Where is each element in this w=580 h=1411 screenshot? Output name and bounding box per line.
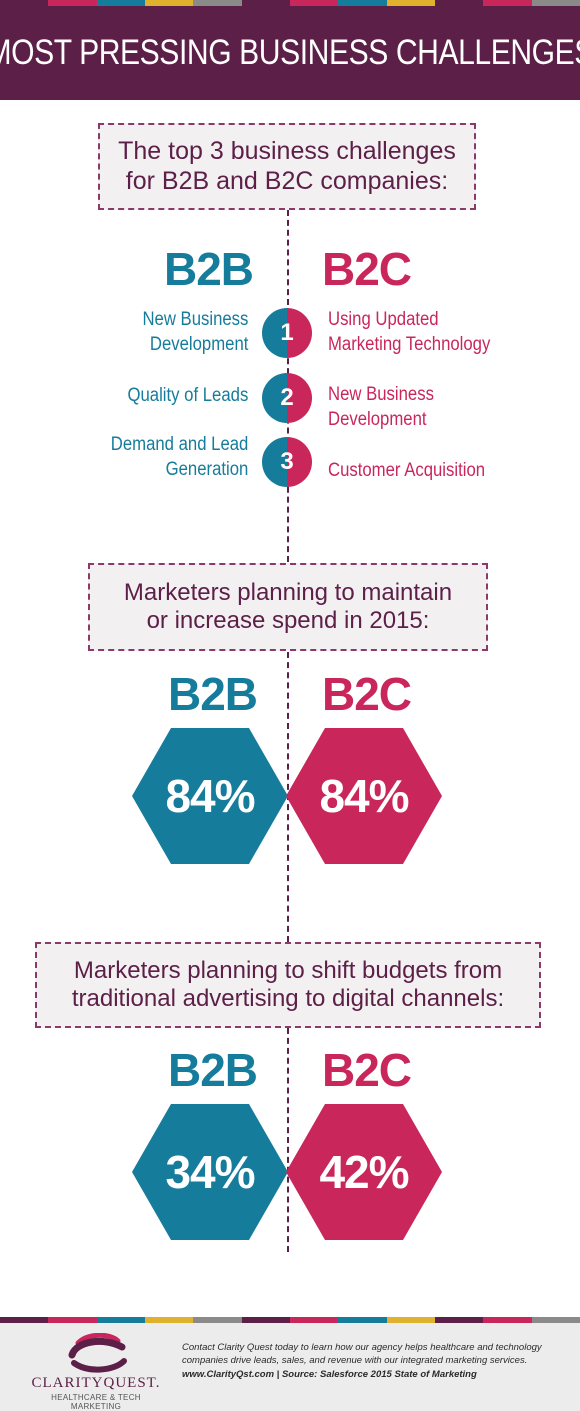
b2b-label: B2B <box>168 668 258 720</box>
b2c-label: B2C <box>322 243 412 295</box>
stripe-segment <box>0 1317 49 1323</box>
challenge-text: Customer Acquisition <box>328 460 486 481</box>
question-line: The top 3 business challenges <box>118 137 456 165</box>
challenge-text: Development <box>149 334 248 356</box>
clarity-quest-logo[interactable]: CLARITYQUEST. HEALTHCARE & TECH MARKETIN… <box>26 1332 166 1411</box>
challenge-text: Development <box>328 409 427 431</box>
stripe-segment <box>289 1317 339 1323</box>
rank-badge-2: 2 <box>262 373 312 423</box>
b2b-challenge-1: New Business Development <box>128 307 248 357</box>
rank-badge-1: 1 <box>262 308 312 358</box>
footer-source-link[interactable]: www.ClarityQst.com | Source: Salesforce … <box>182 1368 477 1380</box>
b2c-spend-value: 84% <box>319 770 409 822</box>
question-line: Marketers planning to maintain <box>123 578 453 606</box>
header-banner: MOST PRESSING BUSINESS CHALLENGES <box>0 6 580 100</box>
stripe-segment <box>338 0 387 6</box>
b2c-challenge-2: New Business Development <box>328 382 448 432</box>
stripe-segment <box>338 1317 387 1323</box>
stripe-segment <box>386 1317 435 1323</box>
stripe-segment <box>48 0 97 6</box>
b2c-shift-hexagon: 42% <box>286 1104 442 1240</box>
spend-question-box: Marketers planning to maintain or increa… <box>88 563 488 651</box>
footer-contact-text: Contact Clarity Quest today to learn how… <box>182 1341 552 1381</box>
footer-line: Contact Clarity Quest today to learn how… <box>182 1342 542 1353</box>
stripe-segment <box>144 1317 194 1323</box>
shift-budget-question-box: Marketers planning to shift budgets from… <box>35 942 541 1028</box>
b2b-shift-value: 34% <box>165 1146 255 1198</box>
logo-swirl-icon <box>68 1332 127 1373</box>
question-line: Marketers planning to shift budgets from <box>73 956 503 984</box>
stripe-segment <box>483 0 532 6</box>
stripe-segment <box>531 1317 580 1323</box>
b2c-spend-hexagon: 84% <box>286 728 442 864</box>
b2b-shift-hexagon: 34% <box>132 1104 288 1240</box>
stripe-segment <box>144 0 194 6</box>
challenges-question-box: The top 3 business challenges for B2B an… <box>98 123 476 210</box>
stripe-segment <box>96 0 145 6</box>
stripe-segment <box>241 0 290 6</box>
page-title: MOST PRESSING BUSINESS CHALLENGES <box>0 33 580 72</box>
stripe-segment <box>0 0 49 6</box>
stripe-segment <box>483 1317 532 1323</box>
b2b-challenge-2: Quality of Leads <box>111 383 248 408</box>
stripe-segment <box>241 1317 290 1323</box>
footer-line: companies drive leads, sales, and revenu… <box>182 1355 528 1367</box>
logo-tagline: HEALTHCARE & TECH MARKETING <box>51 1393 141 1411</box>
b2b-spend-hexagon: 84% <box>132 728 288 864</box>
question-line: traditional advertising to digital chann… <box>71 985 505 1012</box>
challenge-text: Demand and Lead <box>110 434 248 455</box>
b2c-shift-value: 42% <box>319 1146 409 1198</box>
connector-line-3 <box>287 1028 289 1252</box>
question-line: or increase spend in 2015: <box>146 607 430 634</box>
challenge-text: Marketing Technology <box>328 334 491 356</box>
stripe-segment <box>193 1317 242 1323</box>
challenge-text: New Business <box>328 384 434 405</box>
stripe-segment <box>434 0 484 6</box>
b2c-challenge-3: Customer Acquisition <box>328 458 506 483</box>
challenge-text: Quality of Leads <box>127 385 248 406</box>
b2c-label: B2C <box>322 668 412 720</box>
bottom-color-stripe <box>0 1317 580 1323</box>
rank-badge-3: 3 <box>262 437 312 487</box>
challenge-text: Generation <box>165 459 248 481</box>
challenge-text: Using Updated <box>328 309 439 330</box>
b2c-label: B2C <box>322 1044 412 1096</box>
footer: CLARITYQUEST. HEALTHCARE & TECH MARKETIN… <box>0 1323 580 1411</box>
top-color-stripe <box>0 0 580 6</box>
b2b-challenge-3: Demand and Lead Generation <box>92 432 248 482</box>
b2b-label: B2B <box>168 1044 258 1096</box>
b2b-spend-value: 84% <box>165 770 255 822</box>
stripe-segment <box>531 0 580 6</box>
b2c-challenge-1: Using Updated Marketing Technology <box>328 307 512 357</box>
stripe-segment <box>96 1317 145 1323</box>
stripe-segment <box>386 0 435 6</box>
stripe-segment <box>193 0 242 6</box>
stripe-segment <box>289 0 339 6</box>
question-line: for B2B and B2C companies: <box>125 166 449 195</box>
stripe-segment <box>434 1317 484 1323</box>
b2b-label: B2B <box>164 243 254 295</box>
challenge-text: New Business <box>142 309 248 330</box>
stripe-segment <box>48 1317 97 1323</box>
logo-wordmark: CLARITYQUEST. <box>31 1375 161 1391</box>
